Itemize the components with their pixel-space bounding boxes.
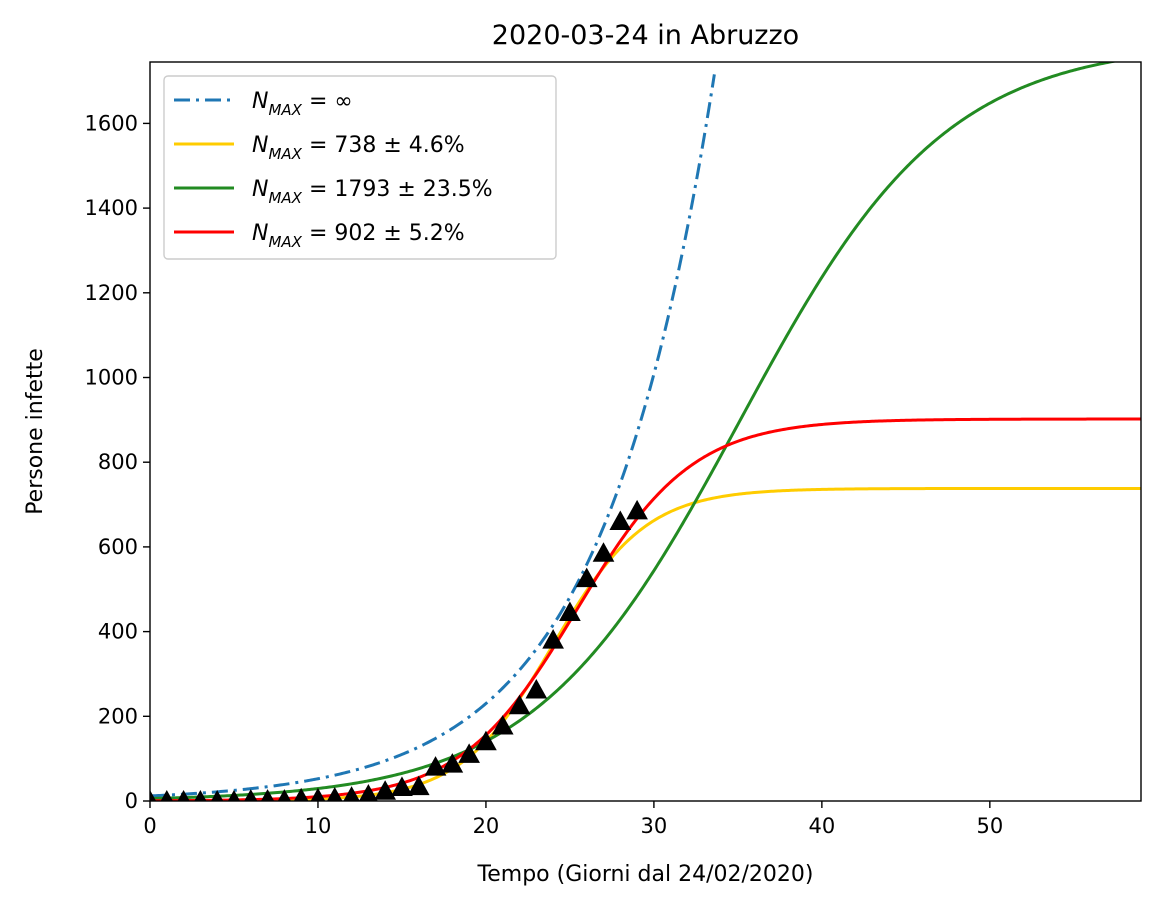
series-line-2 <box>150 486 1141 801</box>
legend-entry-3: NMAX = 1793 ± 23.5% <box>252 177 493 207</box>
data-point <box>525 679 548 699</box>
x-tick-label: 40 <box>808 814 835 838</box>
data-point <box>150 789 157 801</box>
legend-sub: MAX <box>268 189 302 207</box>
data-point <box>559 601 581 622</box>
legend: NMAX = ∞NMAX = 738 ± 4.6%NMAX = 1793 ± 2… <box>163 75 557 260</box>
data-point <box>407 775 430 796</box>
plot-area <box>150 62 1141 801</box>
data-point <box>391 776 413 796</box>
data-point <box>441 753 464 773</box>
plot-frame <box>149 61 1142 802</box>
data-point <box>609 510 632 530</box>
data-point <box>211 789 224 801</box>
data-point <box>374 780 397 800</box>
y-tick-label: 1000 <box>85 366 138 390</box>
y-tick-label: 1200 <box>85 281 138 305</box>
legend-sub: MAX <box>268 101 302 119</box>
x-tick-label: 10 <box>305 814 332 838</box>
data-point <box>424 756 447 776</box>
data-point <box>542 629 564 649</box>
data-point <box>177 789 190 801</box>
y-axis-label: Persone infette <box>23 348 48 515</box>
data-point <box>194 789 207 801</box>
legend-sub: MAX <box>268 233 302 251</box>
legend-var: N <box>252 133 268 158</box>
legend-value: = 738 ± 4.6% <box>302 133 465 158</box>
legend-box <box>163 75 557 260</box>
data-point <box>458 743 480 763</box>
legend-sub: MAX <box>268 145 302 163</box>
x-tick-label: 0 <box>143 814 156 838</box>
y-tick-label: 400 <box>98 620 138 644</box>
data-point <box>475 730 497 751</box>
data-point <box>277 789 291 801</box>
x-tick-label: 50 <box>976 814 1003 838</box>
y-tick-label: 0 <box>125 789 138 813</box>
data-point <box>310 787 326 801</box>
data-point <box>358 784 378 801</box>
y-tick-label: 200 <box>98 704 138 728</box>
y-tick-label: 600 <box>98 535 138 559</box>
legend-entry-4: NMAX = 902 ± 5.2% <box>252 221 465 251</box>
series-line-3 <box>150 62 1119 801</box>
legend-entry-2: NMAX = 738 ± 4.6% <box>252 133 465 163</box>
data-point <box>160 789 173 801</box>
y-tick-label: 800 <box>98 450 138 474</box>
y-axis: 0 200 400 600 800 1000 1200 1400 1600 <box>85 111 150 813</box>
legend-value: = 1793 ± 23.5% <box>302 177 493 202</box>
x-tick-label: 30 <box>641 814 668 838</box>
data-point <box>508 694 531 715</box>
series-line-1 <box>150 74 716 798</box>
y-tick-label: 1400 <box>85 196 138 220</box>
data-point <box>326 787 343 801</box>
x-axis-label: Tempo (Giorni dal 24/02/2020) <box>477 862 814 887</box>
x-axis: 0 10 20 30 40 50 <box>143 801 1003 838</box>
data-point <box>260 789 275 801</box>
data-point <box>293 787 309 801</box>
data-point <box>626 499 648 520</box>
legend-var: N <box>252 89 268 114</box>
x-tick-label: 20 <box>473 814 500 838</box>
legend-value: = ∞ <box>302 89 353 114</box>
data-point <box>227 789 241 801</box>
data-point <box>491 715 514 735</box>
data-point <box>343 786 360 801</box>
data-point <box>592 542 615 562</box>
legend-value: = 902 ± 5.2% <box>302 221 465 246</box>
chart-title: 2020-03-24 in Abruzzo <box>492 20 799 51</box>
data-point <box>575 567 598 588</box>
legend-entry-1: NMAX = ∞ <box>252 89 353 119</box>
legend-var: N <box>252 177 268 202</box>
series-line-4 <box>150 417 1141 801</box>
y-tick-label: 1600 <box>85 111 138 135</box>
legend-var: N <box>252 221 268 246</box>
data-point <box>244 789 258 801</box>
